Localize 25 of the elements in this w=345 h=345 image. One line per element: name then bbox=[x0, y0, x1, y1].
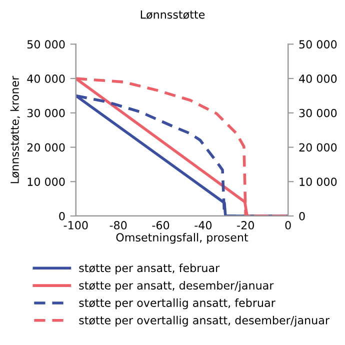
x-tick-label: -60 bbox=[152, 221, 170, 230]
y2-tick-label: 50 000 bbox=[299, 40, 337, 49]
legend-label: støtte per ansatt, februar bbox=[79, 264, 220, 274]
x-tick-label: -20 bbox=[237, 221, 254, 230]
x-tick-label: -40 bbox=[194, 221, 212, 230]
y-tick-label: 20 000 bbox=[27, 143, 65, 152]
x-tick-label: 0 bbox=[285, 221, 291, 230]
y-tick-label: 30 000 bbox=[27, 108, 65, 118]
legend-label: støtte per ansatt, desember/januar bbox=[79, 280, 274, 292]
legend-label: støtte per overtallig ansatt, februar bbox=[79, 298, 276, 310]
y2-tick-label: 40 000 bbox=[299, 74, 337, 83]
y2-tick-label: 10 000 bbox=[300, 178, 337, 186]
y2-tick-label: 30 000 bbox=[299, 108, 337, 118]
chart-title: Lønnsstøtte bbox=[140, 10, 205, 20]
y-tick-label: 10 000 bbox=[28, 178, 65, 186]
y2-tick-label: 20 000 bbox=[299, 143, 337, 152]
y-tick-label: 50 000 bbox=[27, 40, 65, 49]
x-tick-label: -80 bbox=[110, 221, 127, 230]
legend-label: støtte per overtallig ansatt, desember/januar bbox=[79, 316, 330, 327]
y-tick-label: 0 bbox=[59, 212, 65, 220]
x-tick-label: -100 bbox=[64, 221, 88, 230]
y-axis-title: Lønnsstøtte, kroner bbox=[10, 76, 20, 184]
y-tick-label: 40 000 bbox=[27, 74, 65, 83]
y2-tick-label: 0 bbox=[299, 212, 305, 220]
x-axis-title: Omsetningsfall, prosent bbox=[116, 232, 248, 244]
